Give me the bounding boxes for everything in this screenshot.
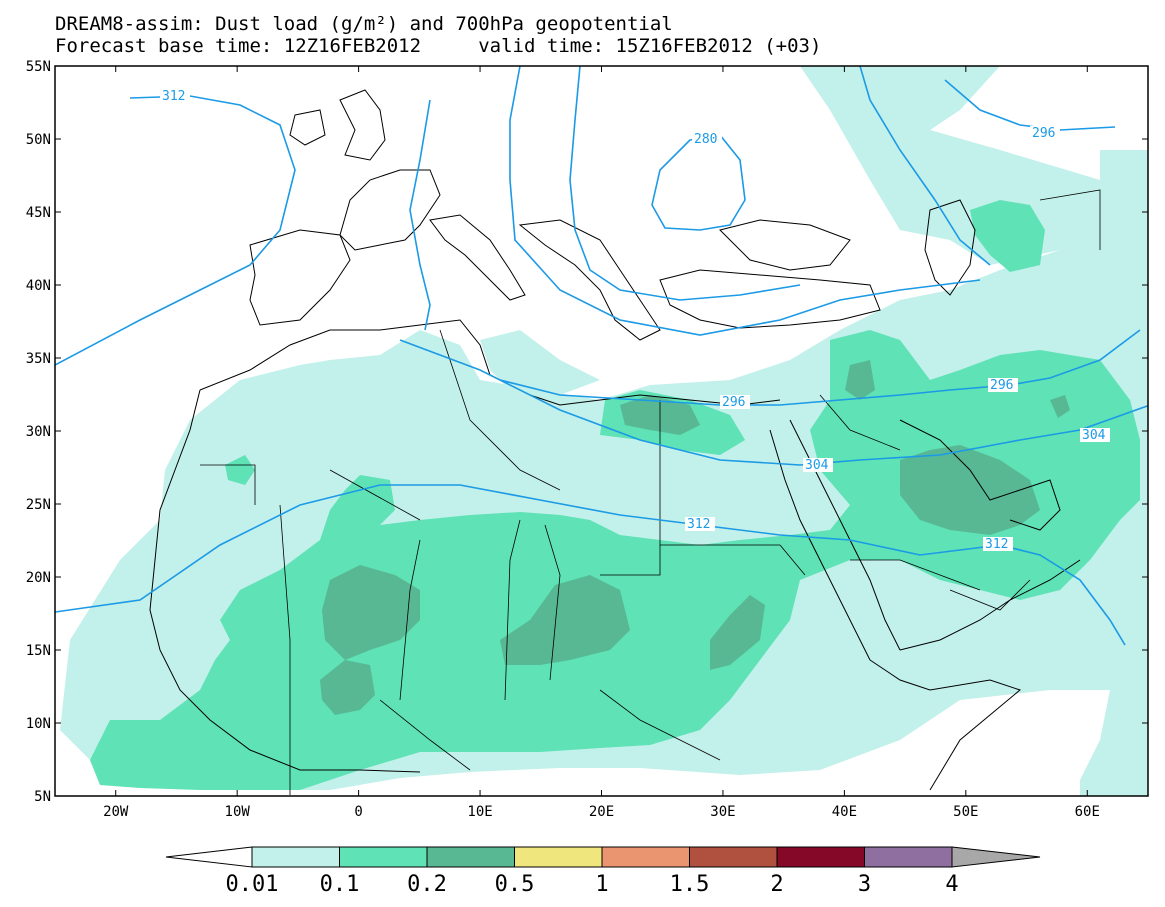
- colorbar-swatch: [776, 846, 865, 868]
- dust-region-high-8: [1050, 395, 1070, 418]
- contour-304: [399, 99, 1148, 466]
- dust-region-high-4: [710, 595, 765, 670]
- lat-tick-label: 30N: [26, 424, 51, 440]
- colorbar-swatch: [864, 846, 953, 868]
- colorbar-swatch: [339, 846, 428, 868]
- colorbar-swatch: [601, 846, 690, 868]
- coast-caspian: [924, 199, 976, 296]
- coast-west-africa: [149, 389, 421, 773]
- colorbar-label: 2: [770, 872, 783, 897]
- dust-region-mid-caspian: [970, 200, 1045, 272]
- contour-label-group: 312 280 296 296 296 304 304 312 312: [160, 89, 1110, 552]
- lat-tick-label: 5N: [34, 789, 51, 805]
- lon-tick-label: 60E: [1075, 804, 1100, 820]
- contour-label: 304: [805, 458, 829, 473]
- colorbar-label: 3: [858, 872, 871, 897]
- lat-tick-label: 25N: [26, 497, 51, 513]
- dust-region-high-2: [320, 660, 375, 715]
- lat-tick-label: 20N: [26, 570, 51, 586]
- coast-balkans: [518, 219, 661, 341]
- longitude-axis: 20W 10W 0 10E 20E 30E 40E 50E 60E: [103, 66, 1100, 820]
- lat-tick-label: 45N: [26, 205, 51, 221]
- lat-tick-label: 35N: [26, 351, 51, 367]
- lon-tick-label: 10W: [225, 804, 251, 820]
- coast-arabia-south: [899, 559, 1081, 651]
- dust-region-low-north: [800, 66, 1148, 265]
- contour-label: 304: [1082, 428, 1106, 443]
- contour-label: 312: [985, 537, 1008, 552]
- lon-tick-label: 20W: [103, 804, 129, 820]
- dust-region-high-5: [900, 445, 1040, 535]
- coast-horn: [869, 659, 1022, 791]
- lon-tick-label: 20E: [589, 804, 614, 820]
- colorbar-label: 0.01: [226, 872, 279, 897]
- contour-label: 312: [162, 89, 185, 104]
- lat-tick-label: 15N: [26, 643, 51, 659]
- lon-tick-label: 0: [354, 804, 362, 820]
- colorbar-swatch: [426, 846, 515, 868]
- lat-tick-label: 50N: [26, 132, 51, 148]
- contour-296: [499, 66, 1141, 406]
- lat-tick-label: 10N: [26, 716, 51, 732]
- lat-tick-label: 40N: [26, 278, 51, 294]
- figure-subtitle: Forecast base time: 12Z16FEB2012 valid t…: [55, 35, 822, 57]
- contour-label: 312: [687, 517, 710, 532]
- dust-region-high-7: [845, 360, 875, 400]
- coast-italy: [429, 214, 526, 301]
- dust-region-low-sahara-north: [480, 330, 600, 395]
- lat-tick-label: 55N: [26, 59, 51, 75]
- colorbar-label: 0.2: [407, 872, 447, 897]
- contour-288: [569, 66, 801, 301]
- coast-iberia: [249, 229, 351, 326]
- colorbar-label: 1: [595, 872, 608, 897]
- colorbar-swatch: [251, 846, 340, 868]
- colorbar-arrow-low: [165, 846, 253, 868]
- colorbar-label: 0.1: [320, 872, 360, 897]
- lon-tick-label: 30E: [710, 804, 735, 820]
- lon-tick-label: 40E: [832, 804, 857, 820]
- contour-label: 296: [1032, 126, 1055, 141]
- colorbar-label: 4: [945, 872, 958, 897]
- dust-region-high-1: [322, 565, 420, 660]
- coast-red-sea-west: [769, 429, 871, 661]
- contour-label: 296: [722, 395, 745, 410]
- colorbar-swatch: [514, 846, 603, 868]
- colorbar-label: 1.5: [670, 872, 710, 897]
- coast-persian-gulf: [899, 419, 1061, 531]
- coast-turkey: [659, 269, 881, 329]
- figure-title: DREAM8-assim: Dust load (g/m²) and 700hP…: [55, 13, 673, 35]
- contour-label: 296: [990, 378, 1013, 393]
- lon-tick-label: 50E: [953, 804, 978, 820]
- contour-label: 280: [694, 132, 717, 147]
- dust-shading: [60, 66, 1148, 796]
- colorbar: 0.01 0.1 0.2 0.5 1 1.5 2 3 4: [165, 846, 1041, 897]
- colorbar-label: 0.5: [495, 872, 535, 897]
- coast-britain: [339, 89, 386, 161]
- coast-black-sea: [719, 219, 851, 271]
- latitude-axis: 55N 50N 45N 40N 35N 30N 25N 20N 15N 10N 5N: [26, 59, 1148, 805]
- dust-region-mid-westafrica: [225, 455, 255, 485]
- colorbar-arrow-high: [951, 846, 1041, 868]
- dust-region-high-3: [500, 575, 630, 665]
- border-lines: [200, 189, 1101, 795]
- lon-tick-label: 10E: [467, 804, 492, 820]
- contour-312-north: [55, 95, 296, 366]
- colorbar-swatch: [689, 846, 778, 868]
- coast-north-africa: [199, 319, 781, 406]
- contour-296-east: [859, 66, 991, 266]
- contour-280: [651, 134, 746, 231]
- coast-france: [339, 169, 441, 251]
- coast-ireland: [289, 109, 326, 146]
